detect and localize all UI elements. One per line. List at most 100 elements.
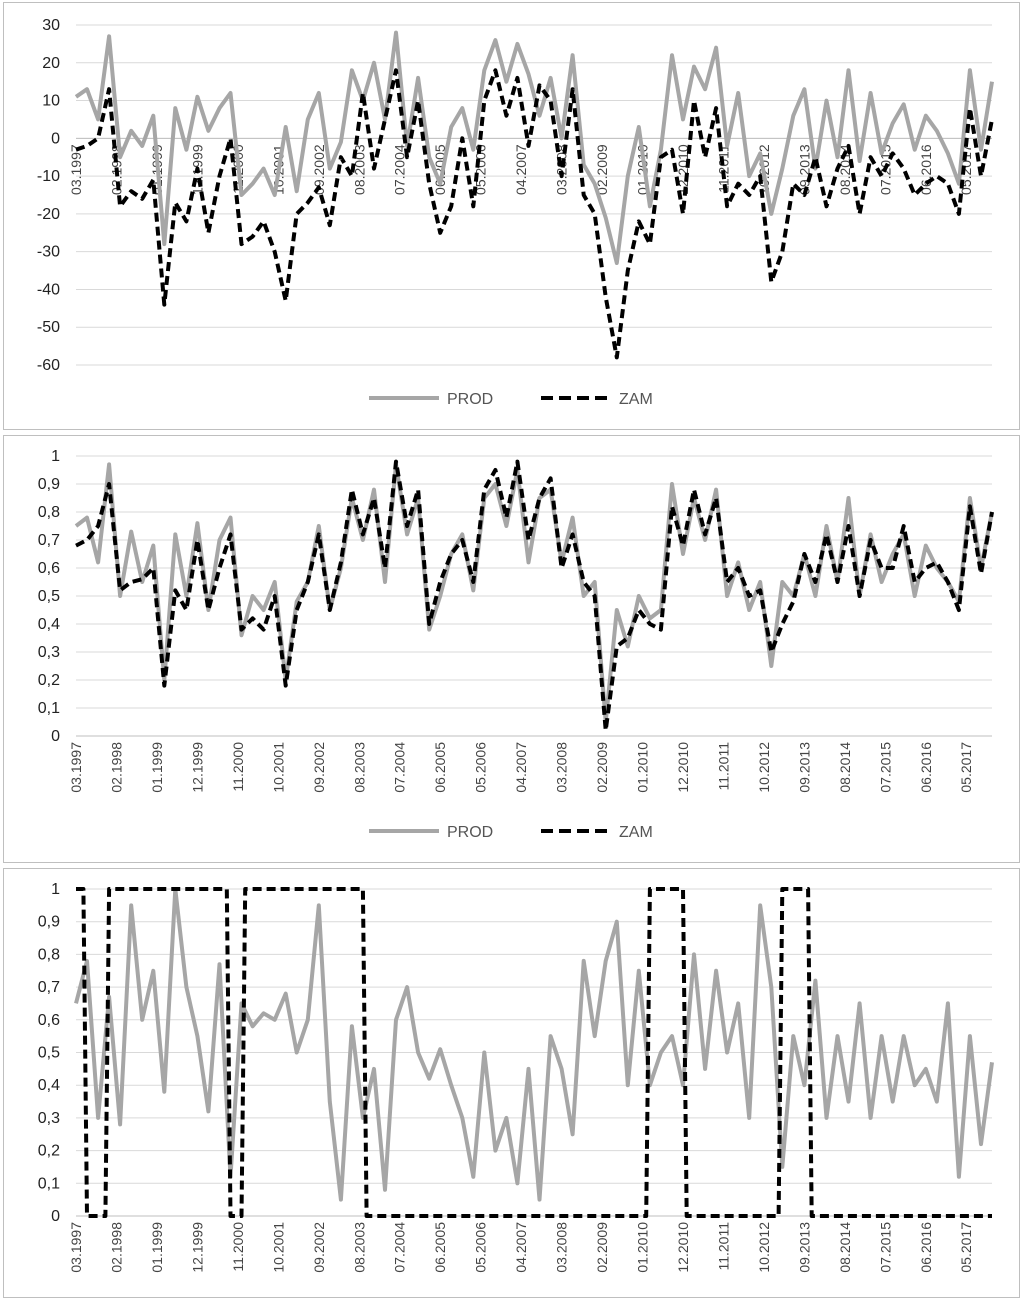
x-tick-label: 03.1997	[68, 144, 84, 195]
series-line-zam	[75, 459, 994, 733]
chart-panel-3: 1 0,9 0,8 0,7 0,6 0,5 0,4 0,3 0,2 0,1 0 03.1997 02.1…	[3, 868, 1020, 1298]
x-tick-label: 04.2007	[513, 1222, 529, 1273]
y-tick-label: 0,4	[38, 1077, 60, 1094]
y-tick-label: 0	[51, 1208, 60, 1225]
x-tick-label: 10.2012	[756, 742, 772, 793]
x-tick-label: 06.2016	[918, 742, 934, 793]
x-tick-label: 11.2011	[715, 144, 731, 193]
x-tick-label: 03.2008	[554, 742, 570, 793]
x-tick-label: 05.2006	[473, 144, 489, 195]
y-tick-label: 0	[51, 728, 60, 745]
x-tick-label: 03.2008	[554, 1222, 570, 1273]
x-tick-label: 04.2007	[513, 144, 529, 195]
y-tick-label: 0,6	[38, 560, 60, 577]
y-tick-label: 0,3	[38, 1110, 60, 1127]
x-tick-label: 02.2009	[594, 1222, 610, 1273]
y-tick-label: 0,6	[38, 1012, 60, 1029]
x-tick-label: 11.2011	[715, 742, 731, 791]
chart-panel-1: 30 20 10 0 -10 -20 -30 -40 -50 -60 03.1997 02.1998 0…	[3, 2, 1020, 430]
x-tick-label: 09.2013	[796, 742, 812, 793]
y-tick-label: 0,4	[38, 616, 60, 633]
x-tick-label: 03.1997	[68, 1222, 84, 1273]
x-tick-label: 12.2010	[675, 742, 691, 793]
x-tick-label: 01.1999	[149, 1222, 165, 1273]
y-tick-label: 0,5	[38, 1045, 60, 1062]
series-line-prod	[74, 30, 994, 265]
x-tick-label: 05.2006	[473, 742, 489, 793]
x-tick-label: 02.2009	[594, 742, 610, 793]
x-tick-label: 08.2003	[351, 742, 367, 793]
series-line-zam	[76, 887, 992, 1218]
x-tick-label: 02.1998	[108, 742, 124, 793]
y-tick-label: 0,8	[38, 946, 60, 963]
x-tick-label: 08.2014	[837, 742, 853, 793]
x-tick-label: 11.2000	[230, 1222, 246, 1272]
y-tick-label: -30	[37, 244, 60, 261]
series-line-prod	[74, 887, 994, 1202]
x-tick-label: 01.2010	[635, 742, 651, 793]
y-tick-label: 0,2	[38, 672, 60, 689]
x-tick-label: 02.2009	[594, 144, 610, 195]
y-tick-label: 20	[42, 55, 60, 72]
x-tick-label: 10.2001	[270, 1222, 286, 1273]
y-tick-label: 1	[51, 448, 60, 465]
y-tick-label: 0	[51, 130, 60, 147]
x-tick-label: 09.2002	[311, 144, 327, 195]
y-tick-label: 1	[51, 881, 60, 898]
chart-3-svg: 1 0,9 0,8 0,7 0,6 0,5 0,4 0,3 0,2 0,1 0 03.1997 02.1…	[38, 881, 994, 1273]
legend-label-zam: ZAM	[619, 391, 653, 408]
x-tick-label: 11.2011	[715, 1222, 731, 1271]
x-tick-label: 12.1999	[189, 742, 205, 793]
y-tick-label: -40	[37, 281, 60, 298]
x-tick-label: 05.2017	[958, 1222, 974, 1273]
x-tick-label: 03.1997	[68, 742, 84, 793]
x-tick-label: 07.2015	[877, 742, 893, 793]
x-tick-label: 11.2000	[230, 742, 246, 792]
x-tick-label: 01.2010	[635, 1222, 651, 1273]
x-tick-label: 09.2002	[311, 1222, 327, 1273]
y-tick-label: 30	[42, 17, 60, 34]
x-tick-label: 05.2006	[473, 1222, 489, 1273]
y-tick-label: 0,7	[38, 979, 60, 996]
y-tick-label: 10	[42, 93, 60, 110]
y-tick-label: -60	[37, 357, 60, 374]
y-tick-label: 0,1	[38, 700, 60, 717]
y-tick-label: 0,8	[38, 504, 60, 521]
x-tick-label: 02.1998	[108, 1222, 124, 1273]
x-tick-label: 12.2010	[675, 1222, 691, 1273]
y-tick-label: 0,5	[38, 588, 60, 605]
x-tick-label: 09.2013	[796, 144, 812, 195]
legend-label-zam: ZAM	[619, 824, 653, 841]
x-tick-label: 12.1999	[189, 1222, 205, 1273]
x-tick-label: 06.2005	[432, 742, 448, 793]
y-tick-label: 0,2	[38, 1143, 60, 1160]
chart-2-svg: 1 0,9 0,8 0,7 0,6 0,5 0,4 0,3 0,2 0,1 0 03.1997 02.1…	[38, 448, 994, 841]
x-tick-label: 09.2002	[311, 742, 327, 793]
x-tick-label: 07.2004	[392, 1222, 408, 1273]
y-tick-label: 0,7	[38, 532, 60, 549]
x-tick-label: 05.2017	[958, 742, 974, 793]
y-tick-label: 0,9	[38, 476, 60, 493]
x-tick-label: 10.2012	[756, 1222, 772, 1273]
y-tick-label: 0,3	[38, 644, 60, 661]
legend-label-prod: PROD	[447, 824, 493, 841]
x-tick-label: 01.1999	[149, 742, 165, 793]
y-tick-label: 0,9	[38, 914, 60, 931]
series-line-zam	[75, 68, 994, 360]
x-tick-label: 10.2001	[270, 742, 286, 793]
x-tick-label: 07.2004	[392, 742, 408, 793]
y-tick-label: -10	[37, 168, 60, 185]
y-tick-label: 0,1	[38, 1175, 60, 1192]
x-tick-label: 09.2013	[796, 1222, 812, 1273]
x-tick-label: 03.2008	[554, 144, 570, 195]
legend-label-prod: PROD	[447, 391, 493, 408]
x-tick-label: 08.2014	[837, 144, 853, 195]
x-tick-label: 04.2007	[513, 742, 529, 793]
x-tick-label: 07.2015	[877, 1222, 893, 1273]
chart-panel-2: 1 0,9 0,8 0,7 0,6 0,5 0,4 0,3 0,2 0,1 0 03.1997 02.1…	[3, 435, 1020, 863]
y-tick-label: -20	[37, 206, 60, 223]
x-tick-label: 06.2005	[432, 1222, 448, 1273]
x-tick-label: 08.2003	[351, 1222, 367, 1273]
x-tick-label: 07.2004	[392, 144, 408, 195]
